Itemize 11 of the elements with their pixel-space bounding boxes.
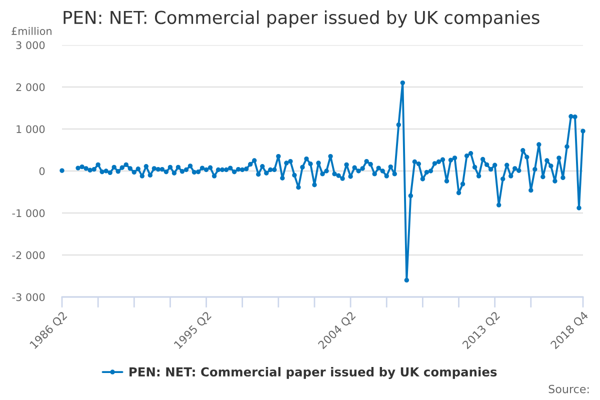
y-tick-label: -2 000 [12,251,45,260]
y-tick-label: 2 000 [16,83,45,92]
chart-title: PEN: NET: Commercial paper issued by UK companies [64,10,540,28]
source-note: Source: [548,384,589,394]
y-tick-label: 1 000 [16,125,45,134]
y-tick-label: 0 [39,167,45,176]
y-tick-label: 3 000 [16,41,45,50]
y-tick-label: -3 000 [12,293,45,302]
y-axis-title: £million [12,26,52,36]
legend-label: PEN: NET: Commercial paper issued by UK companies [130,367,497,379]
y-tick-label: -1 000 [12,209,45,218]
